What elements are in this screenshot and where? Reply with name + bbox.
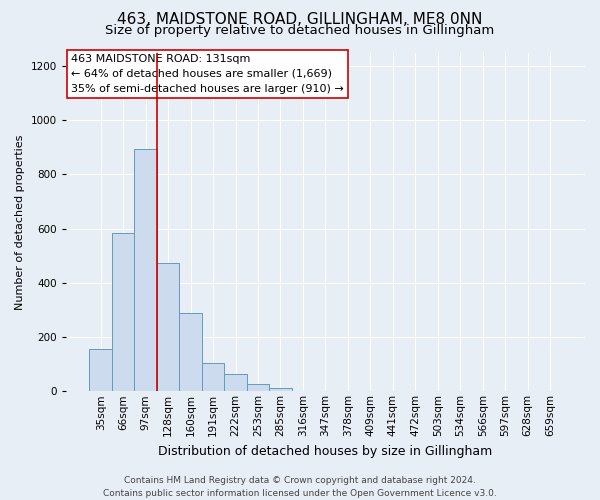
Text: Contains HM Land Registry data © Crown copyright and database right 2024.
Contai: Contains HM Land Registry data © Crown c… (103, 476, 497, 498)
Bar (157, 264, 179, 392)
Y-axis label: Number of detached properties: Number of detached properties (15, 134, 25, 310)
Bar (112, 234, 134, 392)
Bar (269, 388, 292, 392)
Bar (224, 374, 247, 392)
Bar (134, 150, 157, 392)
Text: 463 MAIDSTONE ROAD: 131sqm
← 64% of detached houses are smaller (1,669)
35% of s: 463 MAIDSTONE ROAD: 131sqm ← 64% of deta… (71, 54, 344, 94)
Bar (179, 312, 202, 392)
X-axis label: Distribution of detached houses by size in Gillingham: Distribution of detached houses by size … (158, 444, 493, 458)
Bar (247, 384, 269, 392)
Bar (89, 350, 112, 392)
Text: 463, MAIDSTONE ROAD, GILLINGHAM, ME8 0NN: 463, MAIDSTONE ROAD, GILLINGHAM, ME8 0NN (118, 12, 482, 28)
Bar (202, 363, 224, 392)
Text: Size of property relative to detached houses in Gillingham: Size of property relative to detached ho… (106, 24, 494, 37)
